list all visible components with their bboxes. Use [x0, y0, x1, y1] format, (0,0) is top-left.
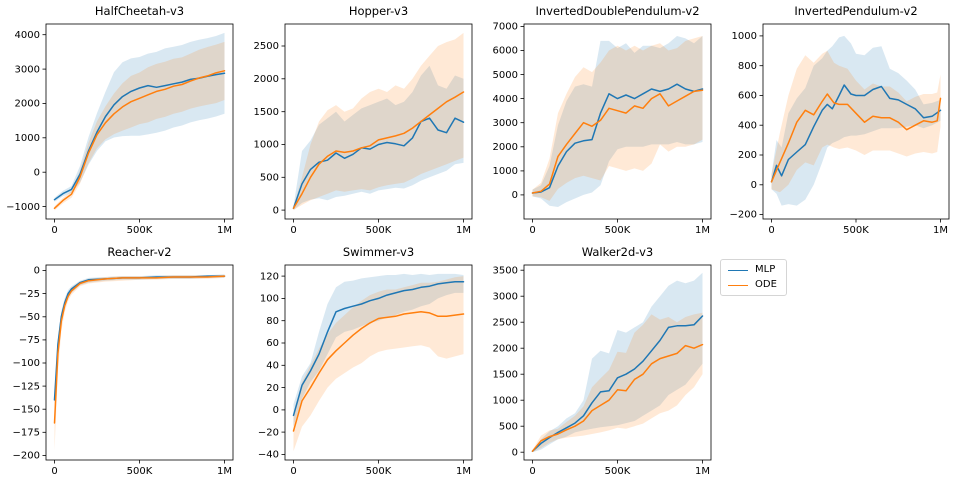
legend-item-mlp: MLP [728, 264, 777, 276]
svg-text:1M: 1M [695, 225, 710, 236]
svg-text:−75: −75 [19, 335, 40, 346]
svg-text:4000: 4000 [15, 30, 40, 41]
svg-text:1000: 1000 [15, 133, 40, 144]
svg-text:500K: 500K [127, 225, 153, 236]
svg-text:−150: −150 [13, 404, 40, 415]
svg-text:100: 100 [260, 294, 279, 305]
svg-text:500: 500 [499, 421, 518, 432]
svg-text:20: 20 [266, 383, 279, 394]
svg-text:2000: 2000 [254, 74, 279, 85]
svg-text:500: 500 [260, 173, 279, 184]
svg-text:500K: 500K [366, 466, 392, 477]
svg-text:1500: 1500 [254, 107, 279, 118]
svg-text:0: 0 [751, 180, 757, 191]
svg-text:0: 0 [51, 466, 57, 477]
svg-text:2500: 2500 [493, 317, 518, 328]
subplot-swimmer-v3: Swimmer-v3 −40 −20 0 20 40 60 80 100 120 0 500K 1M [239, 241, 478, 482]
svg-text:600: 600 [738, 91, 757, 102]
svg-text:1000: 1000 [732, 31, 757, 42]
legend-item-ode: ODE [728, 279, 777, 291]
svg-text:0: 0 [529, 225, 535, 236]
svg-text:0: 0 [512, 447, 518, 458]
svg-text:2000: 2000 [493, 343, 518, 354]
subplot-walker2d-v3: Walker2d-v3 0 500 1000 1500 2000 2500 3000 3500… [478, 241, 717, 482]
svg-text:0: 0 [290, 225, 296, 236]
svg-text:3500: 3500 [493, 265, 518, 276]
svg-text:1000: 1000 [493, 395, 518, 406]
svg-text:1M: 1M [933, 225, 948, 236]
svg-text:−40: −40 [258, 450, 279, 461]
legend-cell: MLP ODE [717, 241, 955, 482]
svg-text:2500: 2500 [254, 41, 279, 52]
ode-line-swatch [728, 284, 748, 286]
legend: MLP ODE [720, 259, 787, 296]
svg-text:1500: 1500 [493, 369, 518, 380]
subplot-hopper-v3: Hopper-v3 0 500 1000 1500 2000 2500 0 500K 1M [239, 0, 478, 241]
svg-text:−1000: −1000 [6, 202, 40, 213]
legend-label: MLP [755, 264, 776, 275]
svg-text:40: 40 [266, 361, 279, 372]
svg-text:3000: 3000 [493, 118, 518, 129]
svg-text:500K: 500K [605, 466, 631, 477]
subplot-invertedpendulum-v2: InvertedPendulum-v2 −200 0 200 400 600 800 100… [717, 0, 955, 241]
subplot-inverteddoublependulum-v2: InvertedDoublePendulum-v2 0 1000 2000 3000 4… [478, 0, 717, 241]
svg-text:800: 800 [738, 61, 757, 72]
svg-text:0: 0 [529, 466, 535, 477]
svg-text:0: 0 [51, 225, 57, 236]
svg-text:0: 0 [768, 225, 774, 236]
svg-text:500K: 500K [366, 225, 392, 236]
legend-label: ODE [755, 279, 777, 290]
svg-text:0: 0 [34, 167, 40, 178]
svg-text:1M: 1M [456, 225, 471, 236]
svg-text:1000: 1000 [254, 140, 279, 151]
svg-text:−20: −20 [258, 427, 279, 438]
svg-text:−200: −200 [730, 210, 757, 221]
svg-text:−175: −175 [13, 428, 40, 439]
svg-text:−125: −125 [13, 381, 40, 392]
svg-text:4000: 4000 [493, 94, 518, 105]
mlp-line-swatch [728, 269, 748, 271]
svg-text:2000: 2000 [15, 99, 40, 110]
svg-text:1M: 1M [217, 225, 232, 236]
svg-text:1M: 1M [456, 466, 471, 477]
svg-text:400: 400 [738, 120, 757, 131]
svg-text:−50: −50 [19, 312, 40, 323]
svg-text:500K: 500K [127, 466, 153, 477]
svg-text:−100: −100 [13, 358, 40, 369]
svg-text:−200: −200 [13, 451, 40, 462]
svg-text:2000: 2000 [493, 142, 518, 153]
svg-text:500K: 500K [605, 225, 631, 236]
svg-text:60: 60 [266, 338, 279, 349]
svg-text:6000: 6000 [493, 46, 518, 57]
svg-text:3000: 3000 [493, 291, 518, 302]
svg-text:1M: 1M [217, 466, 232, 477]
svg-text:500K: 500K [843, 225, 869, 236]
svg-text:0: 0 [512, 190, 518, 201]
svg-text:1M: 1M [695, 466, 710, 477]
svg-text:200: 200 [738, 150, 757, 161]
svg-text:0: 0 [273, 205, 279, 216]
svg-text:5000: 5000 [493, 70, 518, 81]
svg-text:7000: 7000 [493, 22, 518, 33]
subplot-halfcheetah-v3: HalfCheetah-v3 −1000 0 1000 2000 3000 4000 0 50… [0, 0, 239, 241]
svg-text:120: 120 [260, 271, 279, 282]
svg-text:0: 0 [273, 405, 279, 416]
svg-text:0: 0 [34, 266, 40, 277]
svg-text:3000: 3000 [15, 64, 40, 75]
subplot-reacher-v2: Reacher-v2 −200 −175 −150 −125 −100 −75 −50 −25… [0, 241, 239, 482]
svg-text:−25: −25 [19, 289, 40, 300]
svg-text:80: 80 [266, 316, 279, 327]
svg-text:1000: 1000 [493, 166, 518, 177]
svg-text:0: 0 [290, 466, 296, 477]
